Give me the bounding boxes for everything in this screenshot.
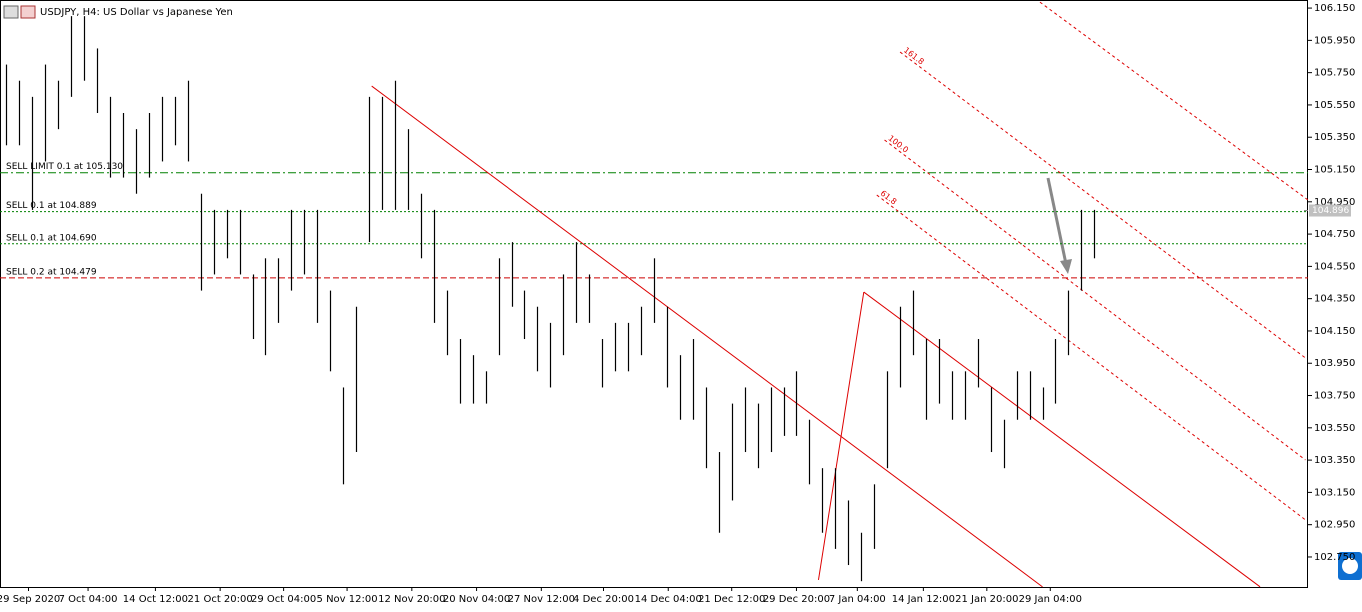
x-tick-label: 29 Dec 20:00: [763, 594, 830, 605]
x-tick-label: 20 Nov 04:00: [443, 594, 510, 605]
y-tick-label: 104.550: [1314, 261, 1355, 272]
x-tick-label: 29 Oct 04:00: [251, 594, 316, 605]
y-tick-label: 103.150: [1314, 487, 1355, 498]
order-label: SELL 0.2 at 104.479: [6, 267, 97, 277]
bid-box: [1309, 204, 1351, 217]
y-tick-label: 102.750: [1314, 552, 1355, 563]
y-tick-label: 104.750: [1314, 229, 1355, 240]
y-tick-label: 105.750: [1314, 68, 1355, 79]
x-tick-label: 7 Oct 04:00: [59, 594, 118, 605]
y-tick-label: 104.150: [1314, 326, 1355, 337]
trend-line: [863, 291, 1261, 588]
fib-line: [899, 51, 1306, 359]
y-tick-label: 102.950: [1314, 520, 1355, 531]
y-tick-label: 105.350: [1314, 132, 1355, 143]
bid-label: 104.896: [1312, 206, 1349, 216]
x-tick-label: 5 Nov 12:00: [317, 594, 378, 605]
plot-frame: [0, 0, 1308, 588]
y-tick-label: 105.150: [1314, 165, 1355, 176]
x-tick-label: 14 Jan 12:00: [892, 594, 955, 605]
y-tick-label: 106.150: [1314, 3, 1355, 14]
x-tick-label: 27 Nov 12:00: [508, 594, 575, 605]
y-tick-label: 104.350: [1314, 294, 1355, 305]
x-tick-label: 14 Dec 04:00: [635, 594, 702, 605]
symbol-icon: [3, 5, 36, 19]
order-label: SELL LIMIT 0.1 at 105.130: [6, 162, 123, 172]
fib-line: [1039, 1, 1309, 201]
x-tick-label: 14 Oct 12:00: [123, 594, 188, 605]
y-tick-label: 105.950: [1314, 35, 1355, 46]
arrow: [1046, 177, 1072, 274]
x-tick-label: 4 Dec 20:00: [573, 594, 634, 605]
x-tick-label: 29 Jan 04:00: [1019, 594, 1082, 605]
order-label: SELL 0.1 at 104.889: [6, 201, 97, 211]
chart-title: USDJPY, H4: US Dollar vs Japanese Yen: [40, 7, 233, 18]
x-tick-label: 7 Jan 04:00: [829, 594, 886, 605]
y-tick-label: 103.350: [1314, 455, 1355, 466]
y-tick-label: 105.550: [1314, 100, 1355, 111]
y-tick-label: 104.950: [1314, 197, 1355, 208]
x-tick-label: 21 Jan 20:00: [955, 594, 1018, 605]
y-tick-label: 103.950: [1314, 358, 1355, 369]
trend-line: [371, 85, 1043, 588]
x-tick-label: 21 Oct 20:00: [188, 594, 253, 605]
x-tick-label: 29 Sep 2020: [0, 594, 60, 605]
trend-line: [817, 291, 865, 580]
y-tick-label: 103.550: [1314, 423, 1355, 434]
x-tick-label: 12 Nov 20:00: [378, 594, 445, 605]
order-label: SELL 0.1 at 104.690: [6, 233, 97, 243]
fib-line: [884, 139, 1306, 461]
app-icon: [1338, 552, 1362, 580]
x-tick-label: 21 Dec 12:00: [698, 594, 765, 605]
y-tick-label: 103.750: [1314, 391, 1355, 402]
